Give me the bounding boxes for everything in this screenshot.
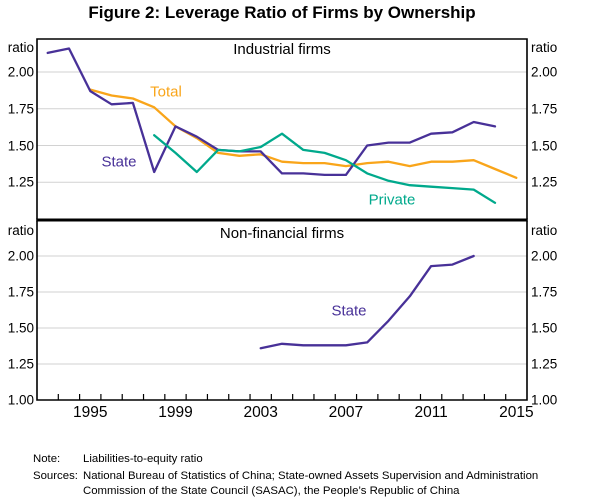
series-label-state-nonfinancial: State bbox=[331, 302, 367, 320]
y-tick-label-left: 1.75 bbox=[7, 284, 34, 300]
y-tick-label-left: 2.00 bbox=[7, 64, 34, 80]
y-axis-unit-bottom-right: ratio bbox=[531, 223, 558, 238]
series-label-total: Total bbox=[150, 83, 182, 101]
note-text: Liabilities-to-equity ratio bbox=[83, 453, 203, 465]
panel-title-industrial: Industrial firms bbox=[233, 41, 331, 58]
y-tick-label-right: 1.25 bbox=[531, 356, 558, 372]
x-tick-label: 2015 bbox=[499, 404, 534, 421]
y-tick-label-right: 1.75 bbox=[531, 101, 558, 117]
sources-text: National Bureau of Statistics of China; … bbox=[83, 470, 539, 497]
x-tick-label: 1999 bbox=[158, 404, 193, 421]
series-line-state bbox=[259, 254, 475, 350]
series-label-state-industrial: State bbox=[101, 153, 137, 171]
x-tick-label: 2007 bbox=[328, 404, 364, 421]
panel-title-nonfinancial: Non-financial firms bbox=[219, 225, 345, 242]
top-panel-border bbox=[36, 38, 528, 219]
y-tick-label-left: 1.50 bbox=[7, 138, 34, 153]
chart-svg bbox=[36, 38, 528, 401]
sources-row: Sources: National Bureau of Statistics o… bbox=[33, 469, 573, 498]
note-row: Note: Liabilities-to-equity ratio bbox=[33, 452, 573, 467]
series-line-state bbox=[46, 47, 497, 177]
figure-title: Figure 2: Leverage Ratio of Firms by Own… bbox=[88, 3, 476, 22]
y-tick-label-right: 1.75 bbox=[531, 284, 558, 300]
series-line-total bbox=[89, 88, 518, 179]
y-axis-unit-bottom-left: ratio bbox=[7, 223, 34, 238]
y-tick-label-left: 1.25 bbox=[7, 356, 34, 372]
y-tick-label-right: 1.00 bbox=[531, 392, 558, 408]
y-tick-label-left: 1.50 bbox=[7, 320, 34, 336]
y-axis-unit-top-right: ratio bbox=[531, 40, 558, 55]
y-tick-label-right: 1.50 bbox=[531, 320, 558, 336]
note-label: Note: bbox=[33, 453, 61, 465]
y-tick-label-left: 1.75 bbox=[7, 101, 34, 117]
y-tick-label-left: 1.25 bbox=[7, 174, 34, 190]
y-tick-label-left: 1.00 bbox=[7, 392, 34, 408]
y-tick-label-right: 1.50 bbox=[531, 138, 558, 153]
x-tick-label: 2003 bbox=[243, 404, 278, 421]
y-tick-label-right: 1.25 bbox=[531, 174, 558, 190]
y-axis-unit-top-left: ratio bbox=[7, 40, 34, 55]
sources-label: Sources: bbox=[33, 470, 78, 483]
x-tick-label: 1995 bbox=[73, 404, 108, 421]
x-tick-label: 2011 bbox=[414, 404, 448, 421]
y-tick-label-right: 2.00 bbox=[531, 248, 558, 264]
series-line-private bbox=[153, 132, 497, 204]
y-tick-label-left: 2.00 bbox=[7, 248, 34, 264]
footnotes: Note: Liabilities-to-equity ratio Source… bbox=[33, 452, 573, 498]
bottom-panel-border bbox=[36, 221, 528, 401]
series-label-private: Private bbox=[368, 191, 416, 209]
y-tick-label-right: 2.00 bbox=[531, 64, 558, 80]
